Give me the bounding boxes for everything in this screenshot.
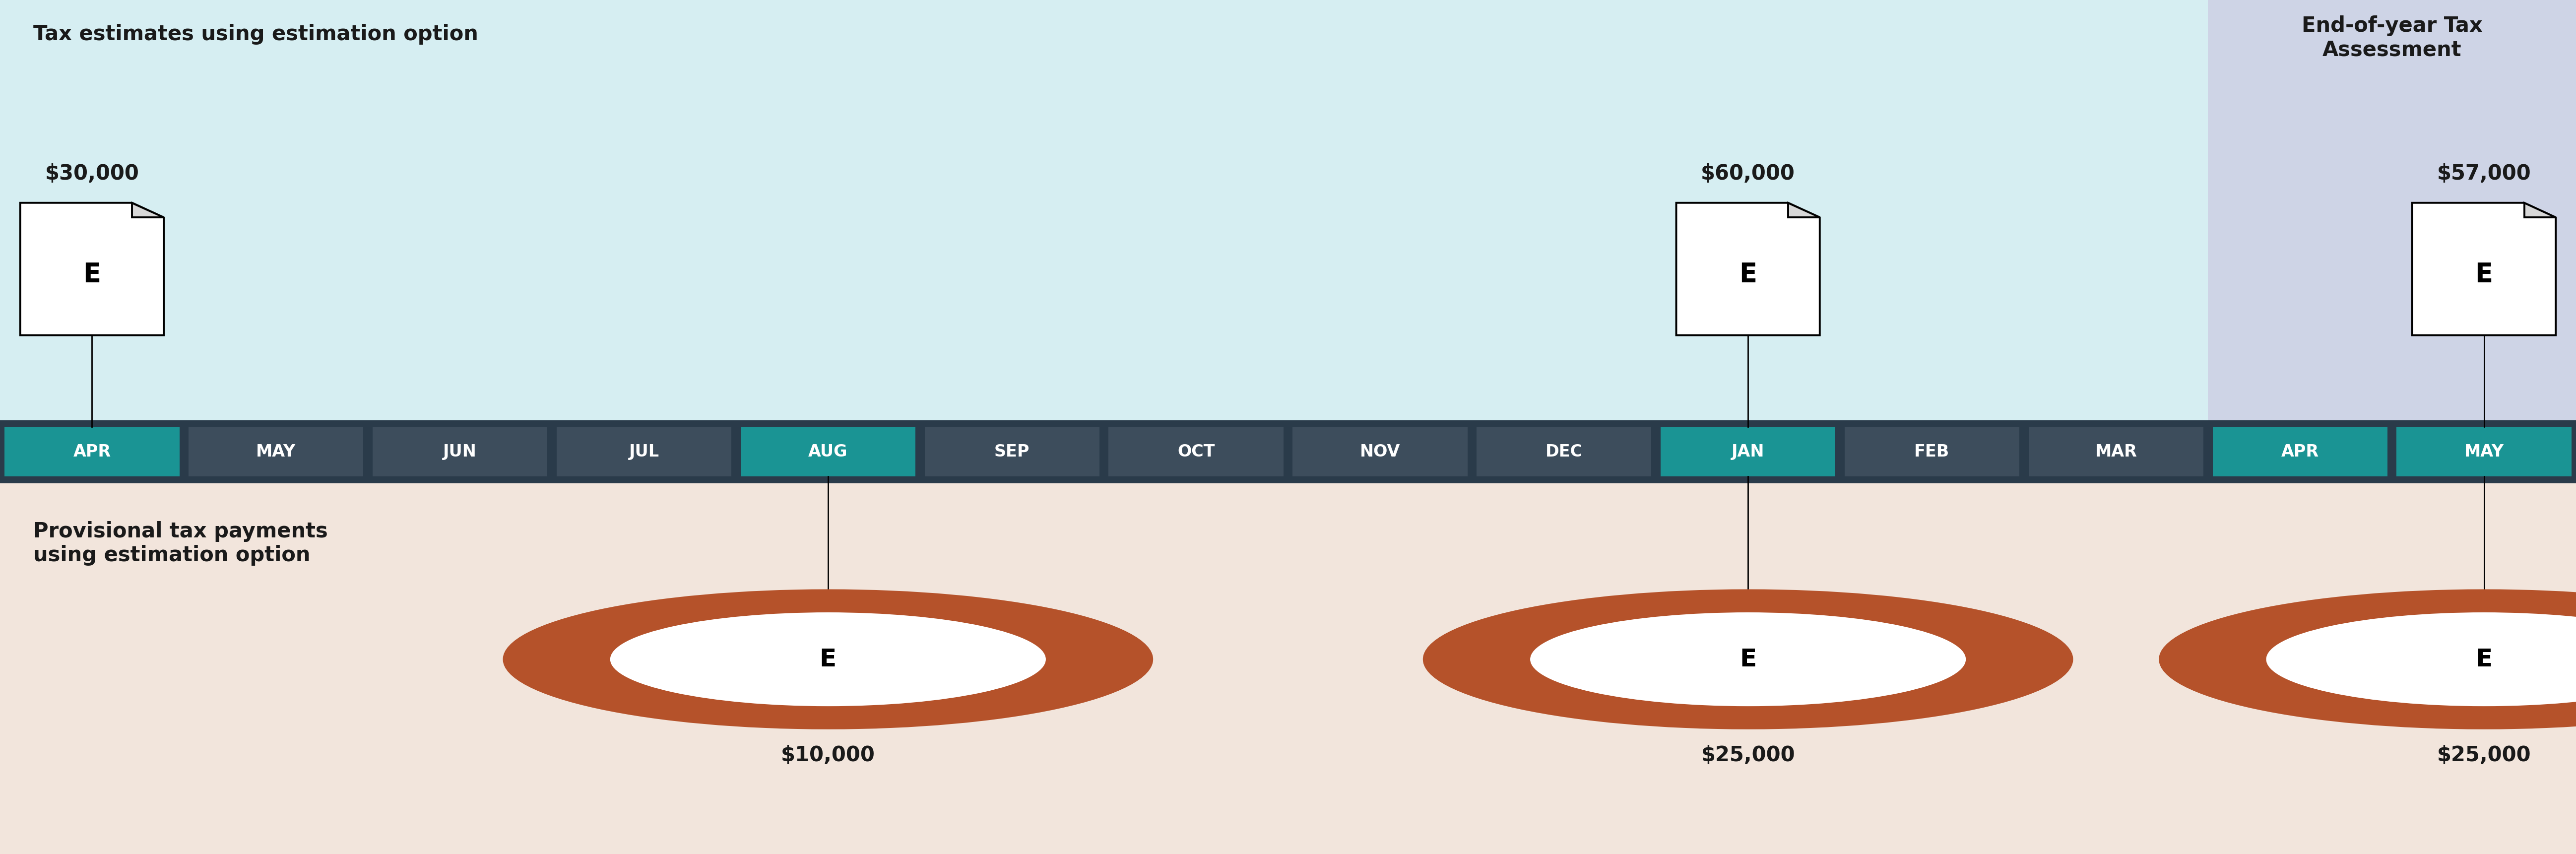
Text: APR: APR xyxy=(2282,443,2318,460)
Bar xyxy=(742,427,914,477)
Polygon shape xyxy=(2411,202,2555,336)
Ellipse shape xyxy=(2159,589,2576,729)
Bar xyxy=(1293,427,1468,477)
Bar xyxy=(2213,427,2388,477)
Bar xyxy=(556,427,732,477)
Text: E: E xyxy=(2476,647,2494,671)
Polygon shape xyxy=(2524,202,2555,218)
Text: AUG: AUG xyxy=(809,443,848,460)
Text: SEP: SEP xyxy=(994,443,1030,460)
Ellipse shape xyxy=(2267,612,2576,706)
Text: E: E xyxy=(1739,647,1757,671)
Bar xyxy=(925,427,1100,477)
Bar xyxy=(374,427,546,477)
Text: DEC: DEC xyxy=(1546,443,1582,460)
Bar xyxy=(2030,427,2202,477)
Text: Provisional tax payments
using estimation option: Provisional tax payments using estimatio… xyxy=(33,521,327,566)
Text: JAN: JAN xyxy=(1731,443,1765,460)
Text: APR: APR xyxy=(72,443,111,460)
Bar xyxy=(0,0,2576,457)
Polygon shape xyxy=(131,202,165,218)
Text: OCT: OCT xyxy=(1177,443,1216,460)
Text: NOV: NOV xyxy=(1360,443,1401,460)
Ellipse shape xyxy=(1530,612,1965,706)
Bar xyxy=(188,427,363,477)
Polygon shape xyxy=(21,202,165,336)
Polygon shape xyxy=(1788,202,1819,218)
Text: MAR: MAR xyxy=(2094,443,2138,460)
Text: E: E xyxy=(2476,261,2494,287)
Bar xyxy=(1844,427,2020,477)
Text: End-of-year Tax
Assessment: End-of-year Tax Assessment xyxy=(2300,15,2483,61)
Text: Tax estimates using estimation option: Tax estimates using estimation option xyxy=(33,24,479,44)
Bar xyxy=(1108,427,1283,477)
Bar xyxy=(0,420,2576,483)
Text: $30,000: $30,000 xyxy=(44,163,139,184)
Text: JUL: JUL xyxy=(629,443,659,460)
Bar xyxy=(2396,427,2571,477)
Ellipse shape xyxy=(1422,589,2074,729)
Bar xyxy=(5,427,180,477)
Text: FEB: FEB xyxy=(1914,443,1950,460)
Bar xyxy=(0,457,2576,854)
Bar xyxy=(1476,427,1651,477)
Ellipse shape xyxy=(611,612,1046,706)
Text: MAY: MAY xyxy=(255,443,296,460)
Bar xyxy=(1662,427,1834,477)
Text: $10,000: $10,000 xyxy=(781,745,876,765)
Text: E: E xyxy=(82,261,100,287)
Text: E: E xyxy=(1739,261,1757,287)
Text: $57,000: $57,000 xyxy=(2437,163,2532,184)
Text: E: E xyxy=(819,647,837,671)
Text: $25,000: $25,000 xyxy=(1700,745,1795,765)
Text: MAY: MAY xyxy=(2465,443,2504,460)
Text: $25,000: $25,000 xyxy=(2437,745,2532,765)
Polygon shape xyxy=(1677,202,1819,336)
Ellipse shape xyxy=(502,589,1154,729)
Text: JUN: JUN xyxy=(443,443,477,460)
Bar xyxy=(2208,0,2576,457)
Text: $60,000: $60,000 xyxy=(1700,163,1795,184)
